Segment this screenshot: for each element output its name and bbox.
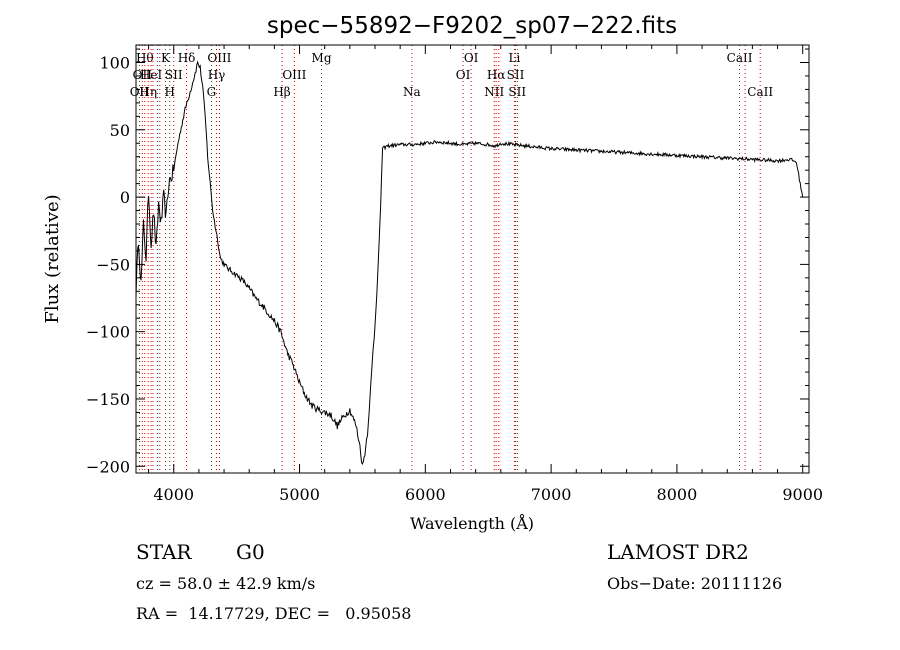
survey-name: LAMOST DR2	[607, 540, 749, 564]
y-tick-label: −150	[86, 390, 130, 409]
x-tick-label: 5000	[279, 485, 320, 504]
x-axis: 4000 5000 6000 7000 8000 9000	[148, 45, 823, 504]
marker-label: OII	[133, 68, 153, 82]
y-tick-label: −50	[96, 255, 130, 274]
marker-label: SII	[165, 68, 183, 82]
marker-label: Hβ	[273, 85, 290, 99]
marker-label: Hα	[487, 68, 506, 82]
x-tick-label: 9000	[782, 485, 823, 504]
marker-label: G	[207, 85, 217, 99]
marker-label: Mg	[312, 51, 332, 65]
marker-label: Hδ	[178, 51, 196, 65]
y-tick-label: −100	[86, 323, 130, 342]
y-tick-label: 100	[99, 53, 130, 72]
marker-label: OI	[456, 68, 471, 82]
marker-label: CaII	[727, 51, 753, 65]
marker-label: NII	[484, 85, 504, 99]
marker-label: Hγ	[208, 68, 226, 82]
marker-label: OI	[464, 51, 479, 65]
x-tick-label: 6000	[405, 485, 446, 504]
marker-label: Li	[508, 51, 520, 65]
y-tick-label: 0	[120, 188, 130, 207]
marker-label: OIII	[282, 68, 306, 82]
marker-label: SII	[508, 85, 526, 99]
marker-label: Hη	[139, 85, 157, 99]
marker-label: OIII	[207, 51, 231, 65]
x-axis-label: Wavelength (Å)	[410, 513, 534, 533]
x-tick-label: 8000	[657, 485, 698, 504]
flux-series	[135, 60, 804, 466]
y-tick-label: 50	[110, 121, 130, 140]
marker-label: K	[161, 51, 171, 65]
marker-label: HeI	[140, 68, 163, 82]
emission-line-markers: OII OII Hθ Hη HeI K H SII Hδ G Hγ OIII Hβ OIII Mg Na OI O…	[130, 45, 773, 473]
flux-line	[135, 60, 804, 466]
object-class: STAR	[136, 540, 192, 564]
subclass: G0	[236, 540, 265, 564]
coordinates: RA = 14.17729, DEC = 0.95058	[136, 604, 412, 623]
marker-label: CaII	[747, 85, 773, 99]
plot-frame	[135, 44, 810, 474]
x-tick-label: 7000	[531, 485, 572, 504]
marker-label: OII	[130, 85, 150, 99]
observation-date: Obs−Date: 20111126	[607, 574, 783, 593]
y-axis-label: Flux (relative)	[42, 194, 63, 323]
chart-title: spec−55892−F9202_sp07−222.fits	[267, 13, 677, 39]
marker-label: SII	[507, 68, 525, 82]
redshift-velocity: cz = 58.0 ± 42.9 km/s	[136, 574, 316, 593]
y-tick-label: −200	[86, 457, 130, 476]
marker-label: Hθ	[136, 51, 154, 65]
y-axis: 100 50 0 −50 −100 −150 −200	[86, 48, 809, 476]
marker-label: H	[164, 85, 174, 99]
x-tick-label: 4000	[153, 485, 194, 504]
marker-label: Na	[403, 85, 421, 99]
